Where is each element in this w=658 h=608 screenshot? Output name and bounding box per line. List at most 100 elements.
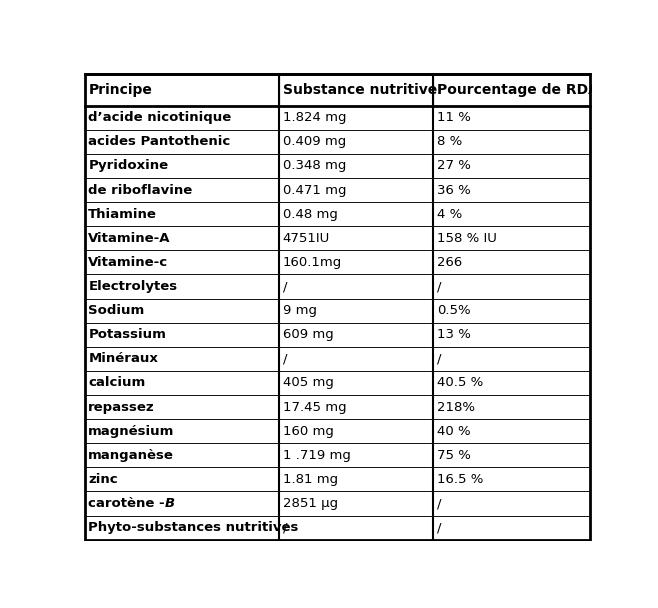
Text: 160.1mg: 160.1mg bbox=[283, 256, 342, 269]
Bar bbox=[85, 226, 279, 250]
Text: 4751IU: 4751IU bbox=[283, 232, 330, 245]
Text: Pyridoxine: Pyridoxine bbox=[88, 159, 168, 173]
Bar bbox=[85, 491, 279, 516]
Text: calcium: calcium bbox=[88, 376, 145, 390]
Text: Principe: Principe bbox=[88, 83, 152, 97]
Bar bbox=[85, 154, 279, 178]
Bar bbox=[433, 491, 590, 516]
Text: 8 %: 8 % bbox=[437, 136, 462, 148]
Bar bbox=[85, 250, 279, 274]
Bar bbox=[433, 419, 590, 443]
Bar bbox=[85, 130, 279, 154]
Bar bbox=[85, 419, 279, 443]
Bar bbox=[85, 178, 279, 202]
Text: repassez: repassez bbox=[88, 401, 155, 413]
Bar bbox=[85, 74, 279, 106]
Text: 0.409 mg: 0.409 mg bbox=[283, 136, 346, 148]
Bar bbox=[85, 516, 279, 540]
Text: carotène -: carotène - bbox=[88, 497, 165, 510]
Bar bbox=[85, 347, 279, 371]
Bar bbox=[279, 299, 433, 323]
Text: 0.48 mg: 0.48 mg bbox=[283, 208, 338, 221]
Bar bbox=[433, 226, 590, 250]
Text: 1.824 mg: 1.824 mg bbox=[283, 111, 346, 124]
Text: 40.5 %: 40.5 % bbox=[437, 376, 483, 390]
Bar bbox=[279, 395, 433, 419]
Bar bbox=[279, 178, 433, 202]
Text: 75 %: 75 % bbox=[437, 449, 470, 462]
Bar bbox=[433, 106, 590, 130]
Text: d’acide nicotinique: d’acide nicotinique bbox=[88, 111, 232, 124]
Bar bbox=[85, 395, 279, 419]
Bar bbox=[433, 371, 590, 395]
Bar bbox=[433, 323, 590, 347]
Bar bbox=[433, 178, 590, 202]
Text: 0.5%: 0.5% bbox=[437, 304, 470, 317]
Text: 27 %: 27 % bbox=[437, 159, 470, 173]
Text: Vitamine-c: Vitamine-c bbox=[88, 256, 168, 269]
Bar bbox=[279, 154, 433, 178]
Bar bbox=[433, 154, 590, 178]
Text: Pourcentage de RDA: Pourcentage de RDA bbox=[437, 83, 599, 97]
Text: 0.348 mg: 0.348 mg bbox=[283, 159, 346, 173]
Text: 16.5 %: 16.5 % bbox=[437, 473, 483, 486]
Bar bbox=[433, 74, 590, 106]
Bar bbox=[85, 371, 279, 395]
Bar bbox=[433, 250, 590, 274]
Text: /: / bbox=[283, 521, 288, 534]
Bar bbox=[433, 299, 590, 323]
Bar bbox=[279, 371, 433, 395]
Text: 4 %: 4 % bbox=[437, 208, 462, 221]
Bar bbox=[433, 202, 590, 226]
Bar bbox=[279, 106, 433, 130]
Text: 160 mg: 160 mg bbox=[283, 425, 334, 438]
Text: 1.81 mg: 1.81 mg bbox=[283, 473, 338, 486]
Bar bbox=[433, 516, 590, 540]
Text: Minéraux: Minéraux bbox=[88, 353, 158, 365]
Bar bbox=[279, 226, 433, 250]
Text: 11 %: 11 % bbox=[437, 111, 470, 124]
Text: magnésium: magnésium bbox=[88, 425, 175, 438]
Text: 9 mg: 9 mg bbox=[283, 304, 316, 317]
Bar bbox=[433, 130, 590, 154]
Bar bbox=[85, 299, 279, 323]
Bar bbox=[279, 419, 433, 443]
Bar bbox=[433, 274, 590, 299]
Text: de riboflavine: de riboflavine bbox=[88, 184, 193, 196]
Text: 158 % IU: 158 % IU bbox=[437, 232, 497, 245]
Text: 17.45 mg: 17.45 mg bbox=[283, 401, 346, 413]
Bar bbox=[279, 323, 433, 347]
Text: 0.471 mg: 0.471 mg bbox=[283, 184, 346, 196]
Bar bbox=[433, 395, 590, 419]
Text: /: / bbox=[283, 280, 288, 293]
Text: Thiamine: Thiamine bbox=[88, 208, 157, 221]
Text: Potassium: Potassium bbox=[88, 328, 166, 341]
Text: Vitamine-A: Vitamine-A bbox=[88, 232, 171, 245]
Text: /: / bbox=[283, 353, 288, 365]
Bar bbox=[279, 250, 433, 274]
Bar bbox=[279, 516, 433, 540]
Text: B: B bbox=[165, 497, 175, 510]
Text: Sodium: Sodium bbox=[88, 304, 145, 317]
Text: acides Pantothenic: acides Pantothenic bbox=[88, 136, 230, 148]
Text: /: / bbox=[437, 353, 442, 365]
Bar bbox=[85, 274, 279, 299]
Bar bbox=[433, 468, 590, 491]
Text: Electrolytes: Electrolytes bbox=[88, 280, 178, 293]
Text: 218%: 218% bbox=[437, 401, 474, 413]
Text: 36 %: 36 % bbox=[437, 184, 470, 196]
Text: /: / bbox=[437, 521, 442, 534]
Bar bbox=[279, 347, 433, 371]
Bar bbox=[85, 202, 279, 226]
Text: zinc: zinc bbox=[88, 473, 118, 486]
Bar bbox=[279, 202, 433, 226]
Text: 13 %: 13 % bbox=[437, 328, 470, 341]
Text: 2851 μg: 2851 μg bbox=[283, 497, 338, 510]
Text: 266: 266 bbox=[437, 256, 462, 269]
Text: 405 mg: 405 mg bbox=[283, 376, 334, 390]
Bar bbox=[279, 74, 433, 106]
Text: manganèse: manganèse bbox=[88, 449, 174, 462]
Text: /: / bbox=[437, 497, 442, 510]
Bar bbox=[85, 106, 279, 130]
Bar bbox=[279, 443, 433, 468]
